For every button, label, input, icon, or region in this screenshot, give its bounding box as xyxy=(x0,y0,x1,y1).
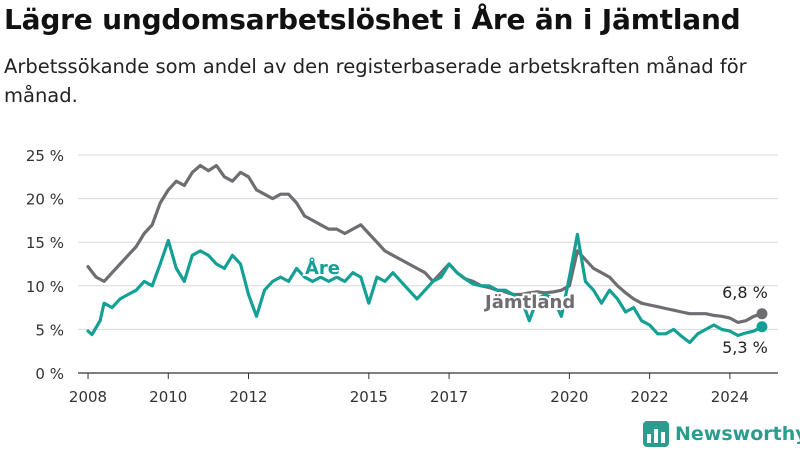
y-tick-label: 5 % xyxy=(35,321,64,339)
x-tick-label: 2017 xyxy=(430,388,468,406)
x-tick-label: 2010 xyxy=(149,388,187,406)
x-tick-label: 2012 xyxy=(229,388,267,406)
x-tick-label: 2015 xyxy=(350,388,388,406)
series-line-are xyxy=(86,232,764,345)
chart-title: Lägre ungdomsarbetslöshet i Åre än i Jäm… xyxy=(4,3,741,36)
series-label-are: Åre xyxy=(305,256,340,279)
bar-chart-logo-icon xyxy=(643,421,669,447)
y-tick-label: 0 % xyxy=(35,365,64,383)
brand-name: Newsworthy xyxy=(675,423,800,445)
end-point-are xyxy=(756,321,768,333)
y-tick-label: 20 % xyxy=(26,191,64,209)
y-tick-label: 10 % xyxy=(26,278,64,296)
x-tick-label: 2008 xyxy=(69,388,107,406)
y-tick-label: 25 % xyxy=(26,147,64,165)
x-tick-label: 2024 xyxy=(711,388,749,406)
end-point-jamtland xyxy=(756,308,768,320)
x-tick-label: 2022 xyxy=(631,388,669,406)
end-value-jamtland: 6,8 % xyxy=(722,283,768,302)
series-line-jamtland xyxy=(86,163,764,324)
newsworthy-logo[interactable]: Newsworthy xyxy=(643,419,800,449)
x-tick-label: 2020 xyxy=(550,388,588,406)
series-label-jamtland: Jämtland xyxy=(483,292,575,313)
grid-lines xyxy=(78,154,778,374)
y-tick-label: 15 % xyxy=(26,234,64,252)
end-value-are: 5,3 % xyxy=(722,338,768,357)
x-axis-tick-labels: 2008 2010 2012 2015 2017 2020 2022 2024 xyxy=(69,373,749,406)
chart-subtitle: Arbetssökande som andel av den registerb… xyxy=(4,55,747,107)
series-lines xyxy=(86,163,768,345)
y-axis-tick-labels: 0 % 5 % 10 % 15 % 20 % 25 % xyxy=(26,147,64,383)
series-labels: Åre Jämtland 6,8 % 5,3 % xyxy=(303,254,768,357)
